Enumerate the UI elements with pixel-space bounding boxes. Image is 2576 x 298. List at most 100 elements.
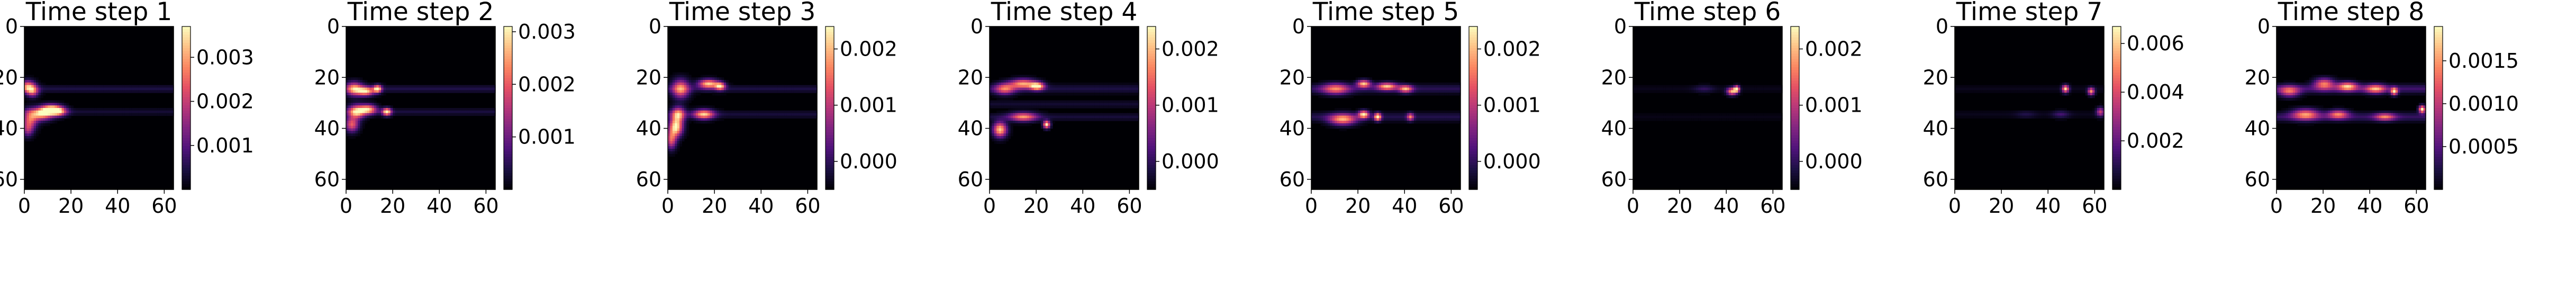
heatmap-cell <box>134 87 137 91</box>
heatmap-cell <box>679 77 683 80</box>
heatmap-cell <box>1770 85 1773 88</box>
heatmap-cell <box>421 87 424 91</box>
heatmap-cell <box>48 105 51 109</box>
heatmap-cell <box>1992 85 1995 88</box>
heatmap-cell <box>1313 118 1317 121</box>
colorbar-tick-label: 0.003 <box>196 46 254 69</box>
heatmap-cell <box>89 108 93 111</box>
heatmap-cell <box>1010 97 1013 101</box>
heatmap-cell <box>1038 85 1041 88</box>
heatmap-cell <box>29 87 32 91</box>
heatmap-cell <box>2094 90 2098 93</box>
heatmap-cell <box>768 110 771 114</box>
heatmap-cell <box>707 108 710 111</box>
heatmap-cell <box>1346 80 1349 83</box>
heatmap-cell <box>675 149 678 152</box>
heatmap-cell <box>1076 105 1079 109</box>
colorbar-swatch <box>504 116 512 120</box>
colorbar-swatch <box>1791 159 1799 163</box>
heatmap-cell <box>1344 110 1347 114</box>
heatmap-cell <box>358 125 361 129</box>
heatmap-cell <box>31 108 34 111</box>
heatmap-cell <box>353 133 356 137</box>
heatmap-cell <box>96 108 99 111</box>
heatmap-cell <box>64 85 67 88</box>
heatmap-cell <box>1378 121 1382 124</box>
colorbar-tick-label: 0.002 <box>1483 37 1541 60</box>
heatmap-cell <box>474 108 477 111</box>
heatmap-cell <box>1003 118 1006 121</box>
heatmap-cell <box>1341 125 1345 129</box>
colorbar-swatch <box>2112 61 2121 65</box>
heatmap-cell <box>1344 121 1347 124</box>
heatmap-cell <box>40 110 43 114</box>
heatmap-cell <box>1425 90 1428 93</box>
heatmap-cell <box>2043 113 2046 116</box>
x-tick-label: 40 <box>1713 194 1739 218</box>
heatmap-cell <box>1344 93 1347 96</box>
heatmap-cell <box>360 128 363 131</box>
heatmap-cell <box>1078 113 1081 116</box>
heatmap-cell <box>1423 110 1426 114</box>
heatmap-cell <box>766 113 769 116</box>
heatmap-cell <box>1003 141 1006 144</box>
colorbar-swatch <box>1469 59 1477 62</box>
heatmap-cell <box>1045 103 1048 106</box>
heatmap-cell <box>754 85 757 88</box>
heatmap-cell <box>740 113 743 116</box>
heatmap-cell <box>712 80 715 83</box>
heatmap-cell <box>1451 118 1454 121</box>
heatmap-cell <box>1344 125 1347 129</box>
heatmap-cell <box>1059 82 1063 86</box>
heatmap-cell <box>1754 85 1757 88</box>
colorbar-swatch <box>826 64 834 68</box>
colorbar-swatch <box>1791 130 1799 133</box>
heatmap-cell <box>672 143 675 147</box>
heatmap-cell <box>679 121 683 124</box>
heatmap-cell <box>1726 115 1729 119</box>
plot-frame <box>1311 26 1461 190</box>
heatmap-cell <box>707 115 710 119</box>
heatmap-cell <box>1131 118 1135 121</box>
heatmap-cell <box>996 133 1000 137</box>
heatmap-cell <box>668 118 671 121</box>
heatmap-cell <box>1957 113 1960 116</box>
heatmap-cell <box>714 115 718 119</box>
heatmap-cell <box>710 113 713 116</box>
heatmap-cell <box>1402 87 1405 91</box>
heatmap-cell <box>1444 115 1447 119</box>
heatmap-cell <box>1332 82 1335 86</box>
heatmap-cell <box>45 118 48 121</box>
heatmap-cell <box>2090 85 2093 88</box>
heatmap-cell <box>670 90 673 93</box>
heatmap-cell <box>2027 113 2030 116</box>
heatmap-cell <box>1703 93 1706 96</box>
heatmap-cell <box>992 115 995 119</box>
heatmap-cell <box>1318 85 1321 88</box>
heatmap-cell <box>1381 121 1384 124</box>
heatmap-cell <box>2092 110 2095 114</box>
heatmap-cell <box>26 123 30 127</box>
heatmap-cell <box>1062 113 1065 116</box>
heatmap-cell <box>994 128 997 131</box>
heatmap-cell <box>346 103 349 106</box>
heatmap-cell <box>700 90 703 93</box>
heatmap-cell <box>1402 93 1405 96</box>
heatmap-cell <box>1080 103 1083 106</box>
colorbar-swatch <box>1469 83 1477 87</box>
heatmap-cell <box>2057 90 2060 93</box>
heatmap-cell <box>1362 80 1365 83</box>
heatmap-cell <box>1015 95 1018 98</box>
heatmap-cell <box>458 85 461 88</box>
heatmap-cell <box>1043 123 1046 127</box>
heatmap-cell <box>808 115 811 119</box>
heatmap-cell <box>2020 87 2023 91</box>
heatmap-cell <box>719 80 722 83</box>
heatmap-cell <box>1747 90 1750 93</box>
heatmap-cell <box>50 103 53 106</box>
colorbar-swatch <box>504 105 512 109</box>
heatmap-cell <box>1358 108 1361 111</box>
heatmap-cell <box>1029 108 1032 111</box>
heatmap-cell <box>1318 80 1321 83</box>
heatmap-cell <box>770 113 773 116</box>
